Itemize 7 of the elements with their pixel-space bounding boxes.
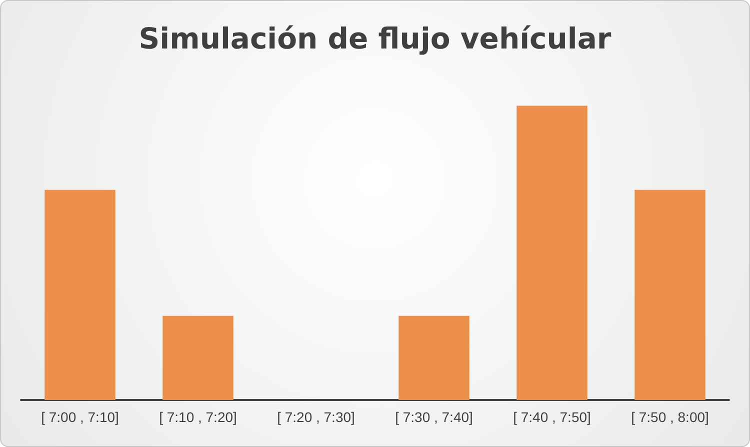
x-tick-label: [ 7:40 , 7:50] [513, 409, 591, 425]
x-tick-label: [ 7:50 , 8:00] [631, 409, 709, 425]
x-tick-label: [ 7:10 , 7:20] [159, 409, 237, 425]
x-tick-label: [ 7:20 , 7:30] [277, 409, 355, 425]
x-tick-label: [ 7:00 , 7:10] [41, 409, 119, 425]
x-tick-label: [ 7:30 , 7:40] [395, 409, 473, 425]
chart-title: Simulación de flujo vehícular [138, 22, 612, 56]
